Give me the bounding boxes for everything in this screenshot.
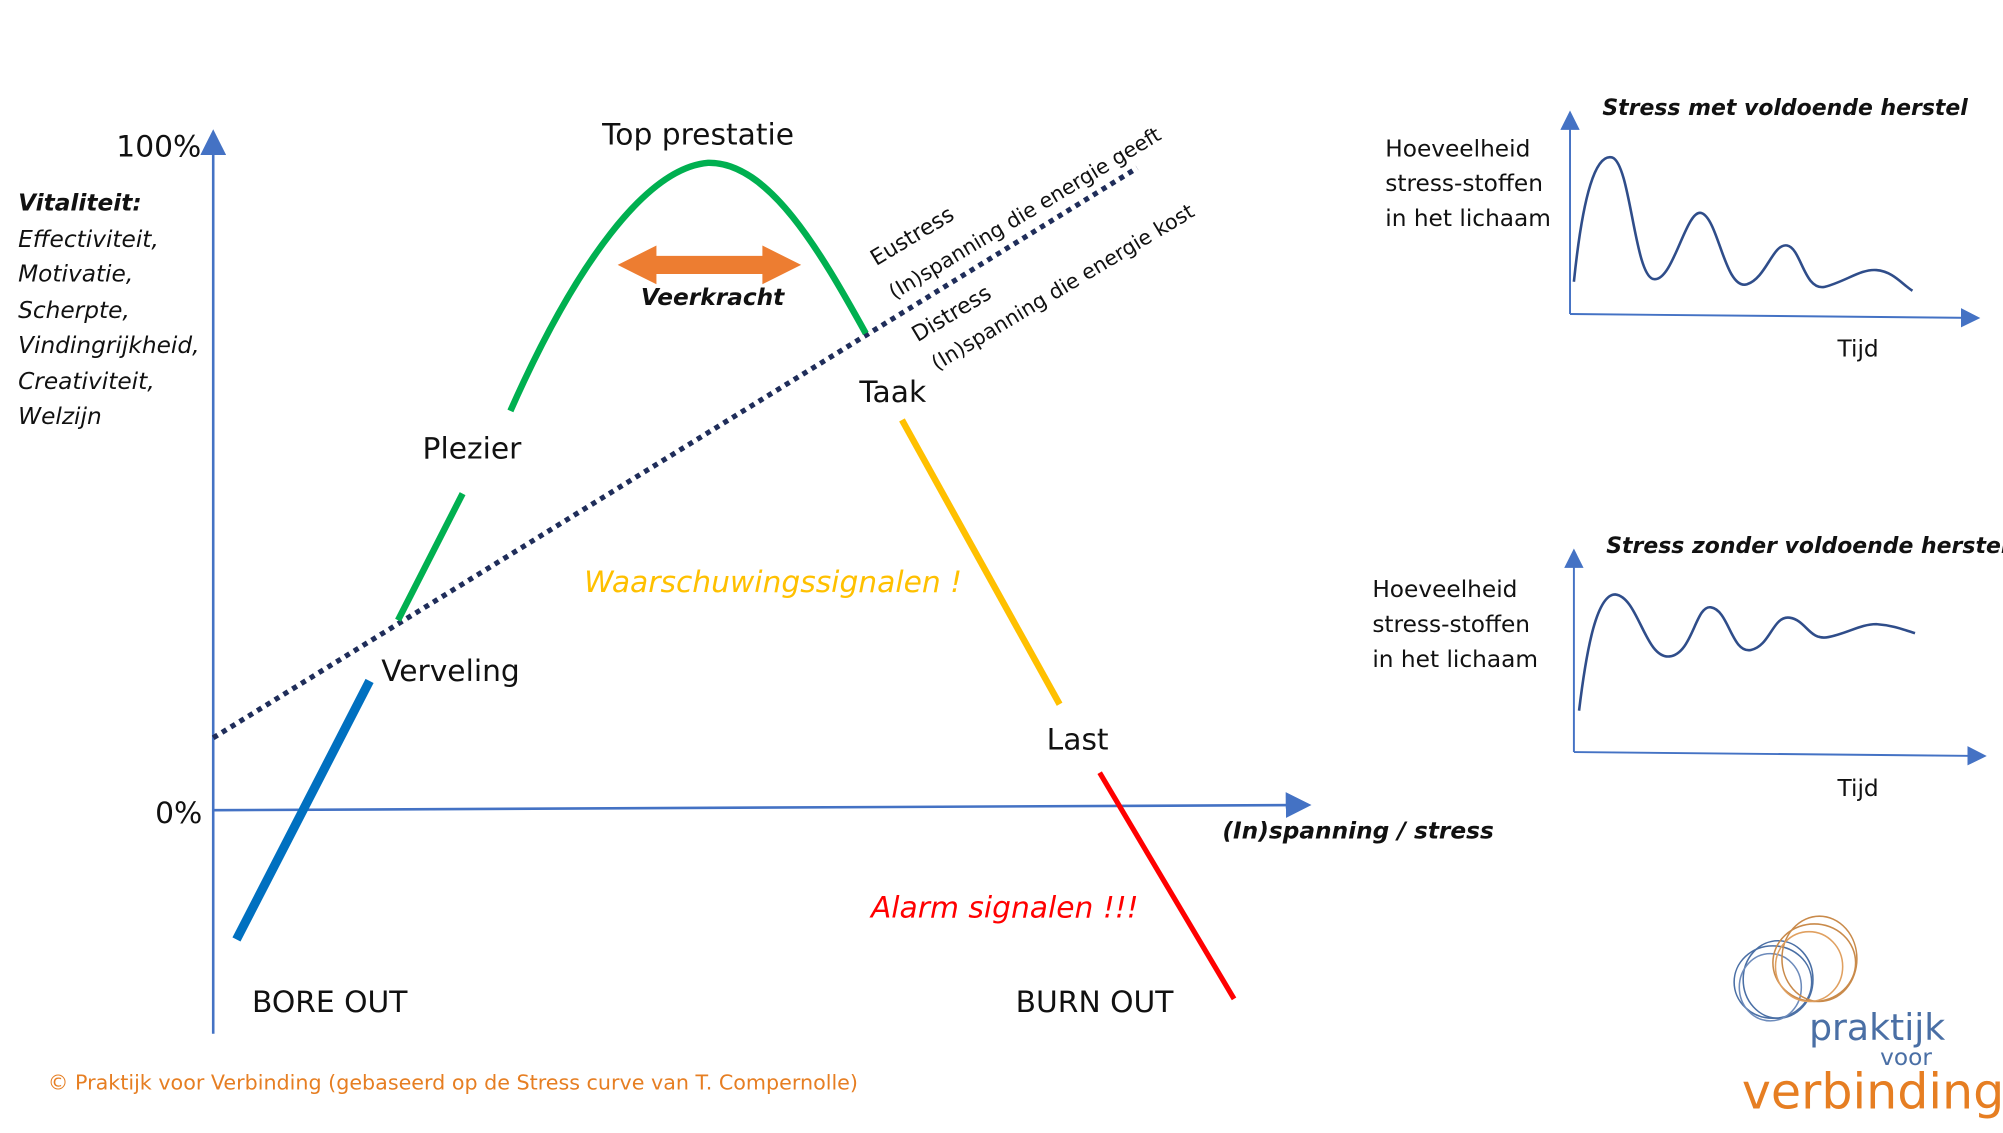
mini-chart-ylabel: stress-stoffen (1372, 611, 1530, 638)
logo-text-praktijk: praktijk (1809, 1006, 1945, 1049)
distress-sub-label: (In)spanning die energie kost (927, 199, 1198, 375)
mini-chart-ylabel: Hoeveelheid (1372, 576, 1517, 603)
vitaliteit-title: Vitaliteit: (18, 190, 142, 217)
praktijk-logo: praktijk voor verbinding (1733, 915, 2003, 1121)
top-prestatie-curve (507, 159, 869, 413)
burn-out-label: BURN OUT (1016, 985, 1175, 1020)
logo-text-verbinding: verbinding (1742, 1063, 2003, 1121)
logo-text-voor: voor (1880, 1044, 1932, 1071)
vitaliteit-item: Welzijn (18, 403, 102, 430)
mini-chart-xlabel: Tijd (1837, 336, 1879, 363)
waarschuwing-label: Waarschuwingssignalen ! (584, 565, 962, 600)
mini-chart-herstel: Stress met voldoende herstel Hoeveelheid… (1385, 96, 1981, 363)
alarm-label: Alarm signalen !!! (869, 890, 1139, 925)
mini-chart-x-axis (1573, 746, 1987, 766)
vitaliteit-item: Effectiviteit, (18, 226, 159, 253)
mini-chart-xlabel: Tijd (1837, 775, 1879, 802)
mini-chart-ylabel: stress-stoffen (1385, 170, 1543, 197)
mini-chart-ylabel: Hoeveelheid (1385, 135, 1530, 162)
logo-rings-icon (1733, 915, 1858, 1022)
verveling-plezier-segment (395, 492, 466, 622)
y-top-label: 100% (116, 129, 201, 164)
mini-chart-ylabel: in het lichaam (1372, 646, 1538, 673)
y-zero-label: 0% (155, 796, 202, 831)
mini-chart-title: Stress met voldoende herstel (1602, 96, 1968, 121)
distress-sub-group: (In)spanning die energie kost (927, 199, 1198, 375)
plezier-label: Plezier (423, 432, 523, 467)
taak-label: Taak (858, 375, 927, 410)
vitaliteit-item: Scherpte, (18, 297, 130, 324)
mini-chart-title: Stress zonder voldoende herstel (1606, 534, 2003, 559)
eustress-distress-line (211, 165, 1139, 741)
burn-out-segment (1097, 771, 1237, 1001)
mini-chart-geen-herstel: Stress zonder voldoende herstel Hoeveelh… (1372, 534, 2003, 802)
vitaliteit-item: Creativiteit, (18, 368, 155, 395)
vitaliteit-item: Motivatie, (18, 261, 133, 288)
top-prestatie-label: Top prestatie (601, 118, 794, 153)
mini-chart-curve (1572, 155, 1914, 292)
taak-last-segment (899, 418, 1063, 706)
mini-chart-curve (1577, 593, 1916, 711)
bore-out-segment (232, 678, 374, 942)
veerkracht-label: Veerkracht (641, 284, 785, 311)
last-label: Last (1047, 722, 1109, 757)
credit-text: © Praktijk voor Verbinding (gebaseerd op… (48, 1070, 858, 1094)
veerkracht-arrow (617, 245, 802, 285)
mini-chart-x-axis (1570, 308, 1981, 328)
x-axis (213, 792, 1312, 819)
bore-out-label: BORE OUT (252, 985, 408, 1020)
mini-chart-ylabel: in het lichaam (1385, 205, 1551, 232)
vitaliteit-list: Effectiviteit, Motivatie, Scherpte, Vind… (18, 226, 199, 430)
vitaliteit-item: Vindingrijkheid, (18, 332, 199, 359)
x-axis-label: (In)spanning / stress (1222, 818, 1494, 845)
verveling-label: Verveling (381, 654, 520, 689)
